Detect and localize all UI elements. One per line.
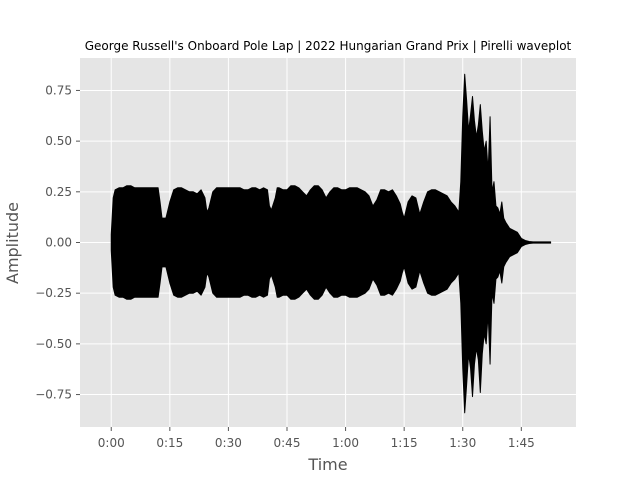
y-tick-label: 0.50 (45, 134, 72, 148)
x-tick-label: 1:30 (449, 436, 476, 450)
x-tick-label: 0:30 (215, 436, 242, 450)
x-tick-label: 1:15 (391, 436, 418, 450)
y-tick-label: −0.75 (35, 388, 72, 402)
x-axis-label: Time (307, 455, 347, 474)
series-layer (110, 73, 552, 414)
y-tick-label: 0.25 (45, 185, 72, 199)
waveform-envelope (110, 73, 552, 414)
x-tick-label: 0:15 (156, 436, 183, 450)
y-tick-label: −0.50 (35, 337, 72, 351)
x-axis-ticks: 0:00 0:15 0:30 0:45 1:00 1:15 1:30 1:45 (98, 427, 535, 450)
y-axis-ticks: −0.75 −0.50 −0.25 0.00 0.25 0.50 0.75 (35, 83, 80, 402)
x-tick-label: 0:00 (98, 436, 125, 450)
y-tick-label: 0.75 (45, 83, 72, 97)
x-tick-label: 0:45 (274, 436, 301, 450)
chart-title: George Russell's Onboard Pole Lap | 2022… (85, 39, 572, 53)
x-tick-label: 1:00 (332, 436, 359, 450)
y-tick-label: 0.00 (45, 236, 72, 250)
y-axis-label: Amplitude (3, 202, 22, 284)
x-tick-label: 1:45 (508, 436, 535, 450)
y-tick-label: −0.25 (35, 286, 72, 300)
